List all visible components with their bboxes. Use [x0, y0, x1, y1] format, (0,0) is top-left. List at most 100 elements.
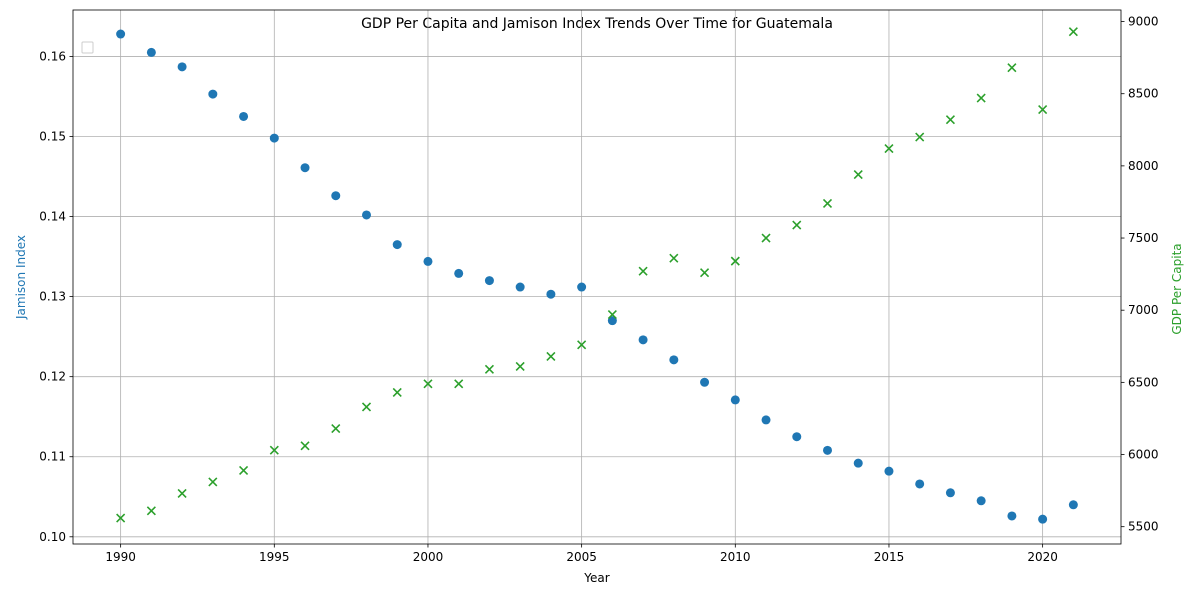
chart-title: GDP Per Capita and Jamison Index Trends … [361, 16, 833, 32]
jamison-point [669, 355, 679, 365]
right-tick-label: 8500 [1128, 87, 1159, 101]
jamison-point [1007, 511, 1017, 521]
right-tick-label: 7500 [1128, 231, 1159, 245]
left-tick-label: 0.10 [39, 530, 66, 544]
x-tick-label: 2000 [413, 550, 444, 564]
jamison-point [208, 89, 218, 99]
x-tick-label: 2010 [720, 550, 751, 564]
x-axis-title: Year [583, 571, 609, 585]
jamison-point [515, 282, 525, 292]
gdp-point [1038, 105, 1048, 115]
right-axis-ticks: 5500 6000 6500 7000 7500 8000 8500 9000 [1121, 15, 1159, 534]
jamison-point [638, 335, 648, 345]
gdp-point [116, 513, 126, 523]
jamison-point [1038, 514, 1048, 524]
jamison-point [146, 47, 156, 57]
gdp-point [607, 309, 617, 320]
gdp-point [361, 402, 372, 412]
gdp-point [853, 169, 863, 180]
gdp-point [392, 387, 402, 398]
jamison-point [577, 282, 587, 292]
jamison-point [484, 276, 494, 286]
gdp-point [546, 351, 556, 361]
x-tick-label: 2020 [1027, 550, 1058, 564]
gdp-point [269, 445, 279, 455]
right-tick-label: 6500 [1128, 375, 1159, 389]
gdp-point [638, 266, 648, 276]
right-tick-label: 9000 [1128, 15, 1159, 29]
left-tick-label: 0.11 [39, 450, 66, 464]
left-tick-label: 0.13 [39, 290, 66, 304]
x-tick-label: 2015 [874, 550, 905, 564]
left-axis-ticks: 0.10 0.11 0.12 0.13 0.14 0.15 0.16 [39, 49, 73, 544]
gdp-point [208, 477, 218, 487]
jamison-point [730, 395, 740, 405]
gdp-point [239, 465, 249, 475]
jamison-point [976, 496, 986, 506]
gdp-point [915, 132, 925, 142]
jamison-point [1068, 500, 1078, 510]
gdp-point [515, 361, 525, 372]
jamison-point [853, 458, 863, 468]
grid [73, 10, 1121, 544]
jamison-point [300, 163, 310, 173]
jamison-point [392, 240, 402, 250]
gdp-point [1068, 27, 1078, 37]
gdp-point [177, 488, 187, 499]
jamison-point [331, 191, 341, 201]
left-tick-label: 0.15 [39, 129, 66, 143]
gdp-point [331, 423, 341, 434]
left-tick-label: 0.12 [39, 370, 66, 384]
gdp-point [976, 93, 986, 103]
x-tick-label: 1995 [259, 550, 290, 564]
gdp-point [730, 256, 740, 266]
gdp-point [761, 233, 771, 243]
gdp-point [300, 441, 310, 451]
gdp-point [146, 506, 156, 516]
right-tick-label: 5500 [1128, 520, 1159, 534]
jamison-point [269, 133, 279, 143]
jamison-point [239, 111, 249, 121]
plot-frame [72, 9, 1122, 545]
jamison-point [915, 479, 925, 489]
gdp-point [423, 379, 433, 389]
jamison-point [177, 62, 187, 72]
x-tick-label: 2005 [566, 550, 597, 564]
right-tick-label: 8000 [1128, 159, 1159, 173]
jamison-point [454, 268, 464, 278]
jamison-point [607, 316, 617, 326]
jamison-point [945, 488, 955, 498]
gdp-point [792, 220, 802, 230]
jamison-point [884, 466, 894, 476]
jamison-point [546, 289, 556, 299]
jamison-point [792, 432, 802, 442]
gdp-point [484, 364, 494, 374]
gdp-point [884, 143, 894, 154]
x-axis-ticks: 1990 1995 2000 2005 2010 2015 2020 [105, 544, 1058, 564]
jamison-point [423, 256, 433, 266]
gdp-point [577, 340, 587, 350]
gdp-point [945, 115, 955, 125]
left-tick-label: 0.14 [39, 210, 66, 224]
right-tick-label: 6000 [1128, 448, 1159, 462]
jamison-point [761, 415, 771, 425]
jamison-index-series [116, 29, 1078, 524]
empty-legend-box [81, 41, 94, 54]
right-axis-title: GDP Per Capita [1170, 243, 1184, 334]
left-tick-label: 0.16 [39, 49, 66, 63]
gdp-point [700, 268, 710, 278]
jamison-point [362, 210, 372, 220]
gdp-point [669, 253, 679, 263]
x-tick-label: 1990 [105, 550, 136, 564]
jamison-point [700, 377, 710, 387]
jamison-point [116, 29, 126, 39]
gdp-point [822, 198, 833, 208]
right-tick-label: 7000 [1128, 303, 1159, 317]
left-axis-title: Jamison Index [14, 235, 28, 320]
gdp-point [454, 379, 464, 389]
gdp-per-capita-series [116, 27, 1078, 523]
gdp-point [1007, 63, 1017, 73]
jamison-point [822, 445, 832, 455]
